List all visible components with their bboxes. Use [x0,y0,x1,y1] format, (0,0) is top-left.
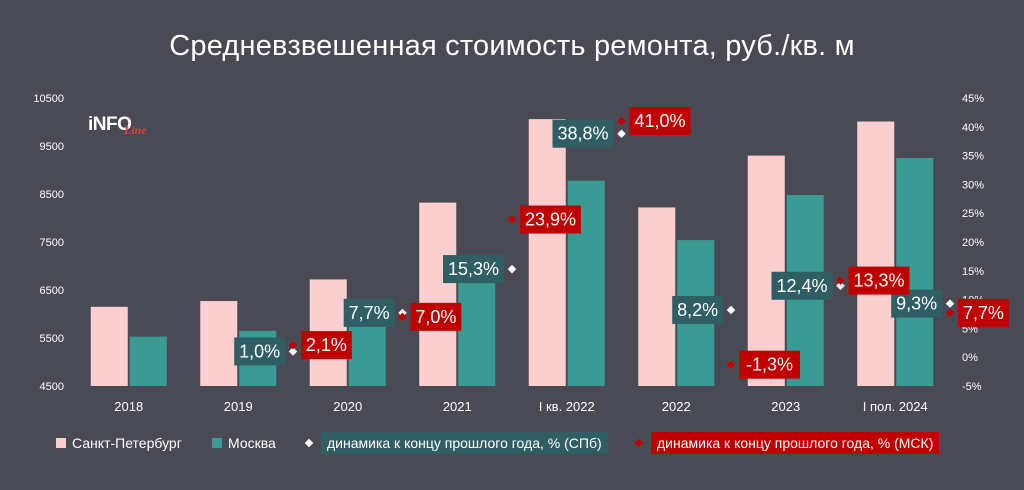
bar-msk [129,336,167,386]
bar-spb [419,202,457,386]
data-label-spb-box [343,298,395,327]
y2-tick-label: 25% [962,208,984,220]
chart-title: Средневзвешенная стоимость ремонта, руб.… [169,30,855,62]
data-label-spb-box [771,271,833,300]
y-tick-label: 8500 [40,189,64,201]
data-label-msk-box [848,266,910,295]
bar-spb [857,121,895,387]
data-label-spb: 12,4% [776,276,827,296]
data-label-spb: 38,8% [557,124,608,144]
y-tick-label: 9500 [40,141,64,153]
marker-msk [945,308,955,318]
legend-label-spb: Санкт-Петербург [72,435,182,451]
data-label-msk: -1,3% [746,355,793,375]
marker-spb [836,281,845,291]
legend-swatch-msk [212,438,222,448]
y2-tick-label: -5% [962,381,982,393]
legend-label-spb-dynamics: динамика к концу прошлого года, % (СПб) [321,432,608,454]
marker-spb [726,305,736,315]
legend-label-msk-dynamics: динамика к концу прошлого года, % (МСК) [651,432,940,454]
marker-spb [507,264,517,274]
data-label-msk: 7,7% [963,303,1004,323]
y-tick-label: 10500 [33,93,64,105]
marker-msk [836,276,845,285]
legend-item-msk-dynamics: динамика к концу прошлого года, % (МСК) [634,430,940,456]
data-label-spb-box [552,119,614,148]
data-label-msk: 7,0% [415,307,456,327]
x-tick-label: 2020 [333,399,362,414]
y2-tick-label: 35% [962,151,984,163]
y-tick-label: 6500 [40,285,64,297]
y2-tick-label: 45% [962,93,984,105]
x-tick-label: 2021 [443,399,472,414]
y2-tick-label: 40% [962,122,984,134]
bar-spb [747,155,785,386]
marker-msk [288,340,298,350]
x-tick-label: 2019 [224,399,253,414]
data-label-msk-box [629,107,691,136]
data-label-spb: 8,2% [677,300,718,320]
y2-tick-label: 0% [962,352,978,364]
marker-spb [617,129,626,138]
x-tick-label: 2018 [114,399,143,414]
y2-tick-label: 30% [962,179,984,191]
data-label-spb: 15,3% [448,259,499,279]
logo-script-text: Line [124,123,147,137]
x-tick-label: I кв. 2022 [539,399,595,414]
y2-tick-label: 15% [962,266,984,278]
data-label-msk: 2,1% [306,335,347,355]
marker-msk [507,215,517,224]
marker-spb [288,347,298,356]
marker-msk [617,116,626,126]
data-label-spb: 9,3% [896,294,937,314]
bar-spb [528,119,566,387]
data-label-msk: 23,9% [525,210,576,230]
data-label-spb: 1,0% [239,341,280,361]
logo-main-text: iNFO [88,114,132,135]
data-label-msk-box [410,302,462,331]
data-label-spb-box [672,295,723,324]
y-tick-label: 4500 [40,381,64,393]
bar-spb [90,306,128,386]
data-label-spb-box [443,255,504,284]
bar-spb [200,301,238,386]
legend-item-spb: Санкт-Петербург [56,430,182,456]
legend-swatch-spb [56,438,66,448]
data-label-msk-box [958,298,1009,327]
bar-spb [638,207,676,386]
data-label-msk-box [301,331,352,360]
bar-msk [458,268,496,386]
marker-msk [726,360,736,369]
data-label-msk: 41,0% [634,111,685,131]
legend-diamond-spb [304,438,314,448]
marker-msk [398,312,407,322]
x-tick-label: I пол. 2024 [863,399,928,414]
legend-item-msk: Москва [212,430,276,456]
data-label-msk-box [739,350,800,379]
data-label-msk: 13,3% [853,271,904,291]
data-label-spb: 7,7% [349,303,390,323]
legend-item-spb-dynamics: динамика к концу прошлого года, % (СПб) [304,430,608,456]
y2-tick-label: 20% [962,237,984,249]
infoline-logo: iNFO Line [88,112,178,142]
legend: Санкт-Петербург Москва динамика к концу … [0,430,1024,456]
y-tick-label: 7500 [40,237,64,249]
y-tick-label: 5500 [40,333,64,345]
data-label-spb-box [234,337,285,366]
legend-label-msk: Москва [228,435,276,451]
marker-spb [945,299,955,308]
data-label-msk-box [520,205,581,234]
legend-diamond-msk [634,438,644,448]
x-tick-label: 2023 [771,399,800,414]
x-tick-label: 2022 [662,399,691,414]
